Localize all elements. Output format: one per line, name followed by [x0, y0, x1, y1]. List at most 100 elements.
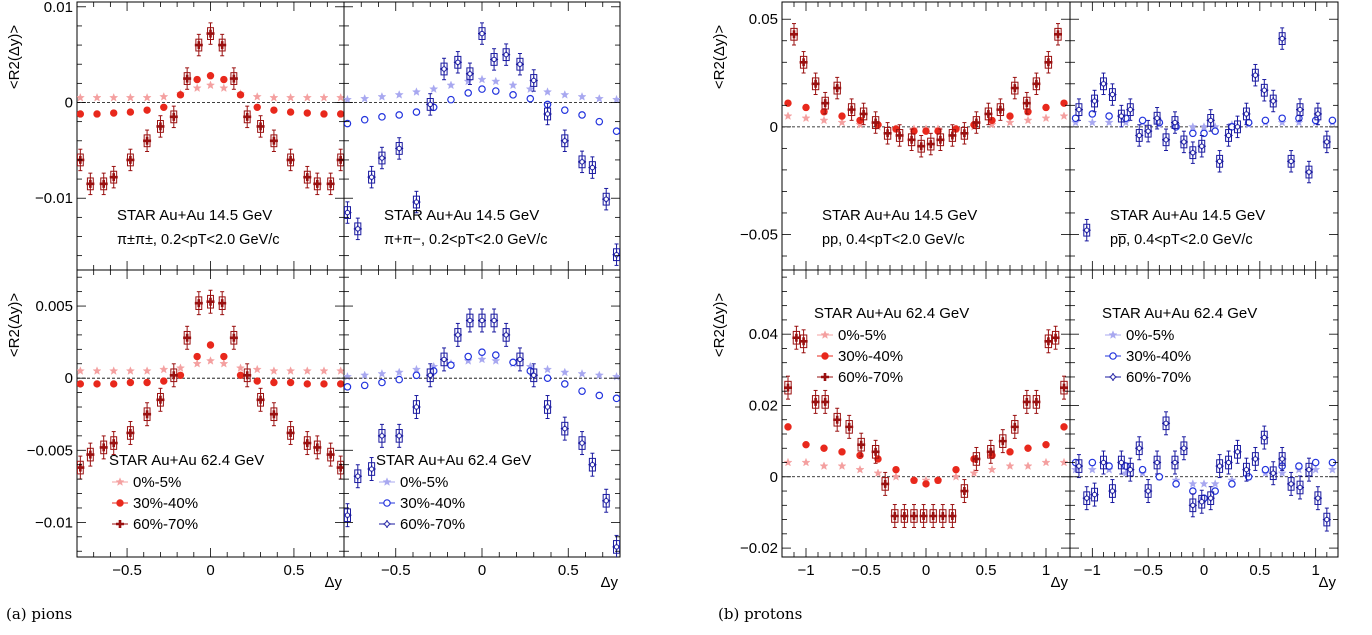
point [1324, 516, 1330, 523]
point [160, 103, 168, 111]
point [1311, 458, 1320, 467]
point [99, 179, 108, 188]
point [1277, 468, 1287, 478]
point [1109, 352, 1117, 360]
point [1091, 98, 1098, 104]
point [125, 366, 135, 375]
point [205, 80, 216, 90]
point [183, 333, 192, 342]
point [395, 111, 404, 119]
point [429, 84, 439, 93]
point [589, 164, 596, 171]
point [1211, 487, 1219, 495]
point [1181, 139, 1187, 145]
point [355, 226, 361, 232]
series-peripheral [344, 308, 620, 557]
point [1087, 464, 1097, 474]
point [1315, 495, 1321, 501]
point [1060, 423, 1068, 431]
point [969, 468, 979, 478]
y-tick-label: −0.005 [27, 442, 73, 459]
point [1270, 98, 1276, 104]
point [1138, 465, 1147, 474]
point [820, 444, 828, 452]
data-layer [782, 23, 1070, 158]
point [1022, 99, 1031, 108]
point [206, 341, 215, 349]
data-layer [782, 325, 1070, 528]
point [1110, 374, 1116, 380]
point [1243, 111, 1250, 117]
y-tick-label: 0 [65, 370, 73, 387]
point [1023, 461, 1033, 470]
point [1006, 112, 1014, 120]
point [1200, 129, 1208, 138]
point [1088, 110, 1097, 118]
point [859, 109, 868, 118]
point [368, 174, 375, 180]
point [837, 461, 847, 470]
legend-entry: 0%-5% [838, 327, 886, 344]
caption-pions: (a) pions [6, 605, 73, 623]
legend-entry: 60%-70% [400, 516, 465, 533]
point [253, 377, 261, 385]
point [205, 356, 216, 365]
point [577, 369, 587, 378]
point [589, 461, 596, 468]
point [1288, 158, 1294, 164]
point [802, 440, 810, 449]
point [562, 138, 568, 144]
point [821, 352, 829, 360]
point [1059, 457, 1069, 467]
point [441, 356, 447, 363]
point [1155, 472, 1164, 481]
point [560, 90, 570, 99]
point [126, 428, 135, 437]
data-layer [344, 22, 620, 266]
point [220, 352, 228, 361]
point [1172, 119, 1178, 126]
point [612, 394, 620, 403]
point [477, 74, 487, 84]
y-tick-label: −0.01 [35, 190, 73, 207]
point [881, 479, 890, 488]
point [360, 115, 369, 124]
plot-frame [781, 1, 1071, 271]
point [193, 75, 201, 84]
point [895, 131, 904, 140]
point [1071, 117, 1081, 127]
point [1032, 79, 1041, 88]
point [1199, 122, 1209, 131]
point [320, 380, 328, 388]
panel-label: STAR Au+Au 14.5 GeV [1110, 207, 1265, 224]
data-layer [1070, 411, 1338, 532]
point [336, 463, 344, 472]
point [890, 512, 899, 520]
series-mid [1071, 110, 1337, 138]
point [1328, 116, 1337, 125]
point [1087, 117, 1097, 127]
point [1042, 103, 1050, 112]
point [1044, 337, 1053, 346]
legend-entry: 30%-40% [1126, 348, 1191, 365]
point [218, 41, 227, 50]
series-mid [784, 99, 1068, 135]
point [243, 371, 252, 380]
point [236, 371, 245, 379]
point [543, 87, 553, 96]
point [577, 92, 587, 101]
legend-entry: 0%-5% [1126, 327, 1174, 344]
point [1225, 132, 1232, 139]
point [801, 457, 811, 467]
point [1234, 449, 1241, 455]
point [952, 465, 960, 474]
point [303, 173, 312, 182]
point [1084, 495, 1090, 501]
point [1054, 30, 1062, 39]
point [1199, 143, 1205, 149]
y-tick-label: 0.01 [44, 0, 73, 16]
point [319, 366, 329, 375]
point [1261, 87, 1268, 93]
point [612, 371, 620, 381]
